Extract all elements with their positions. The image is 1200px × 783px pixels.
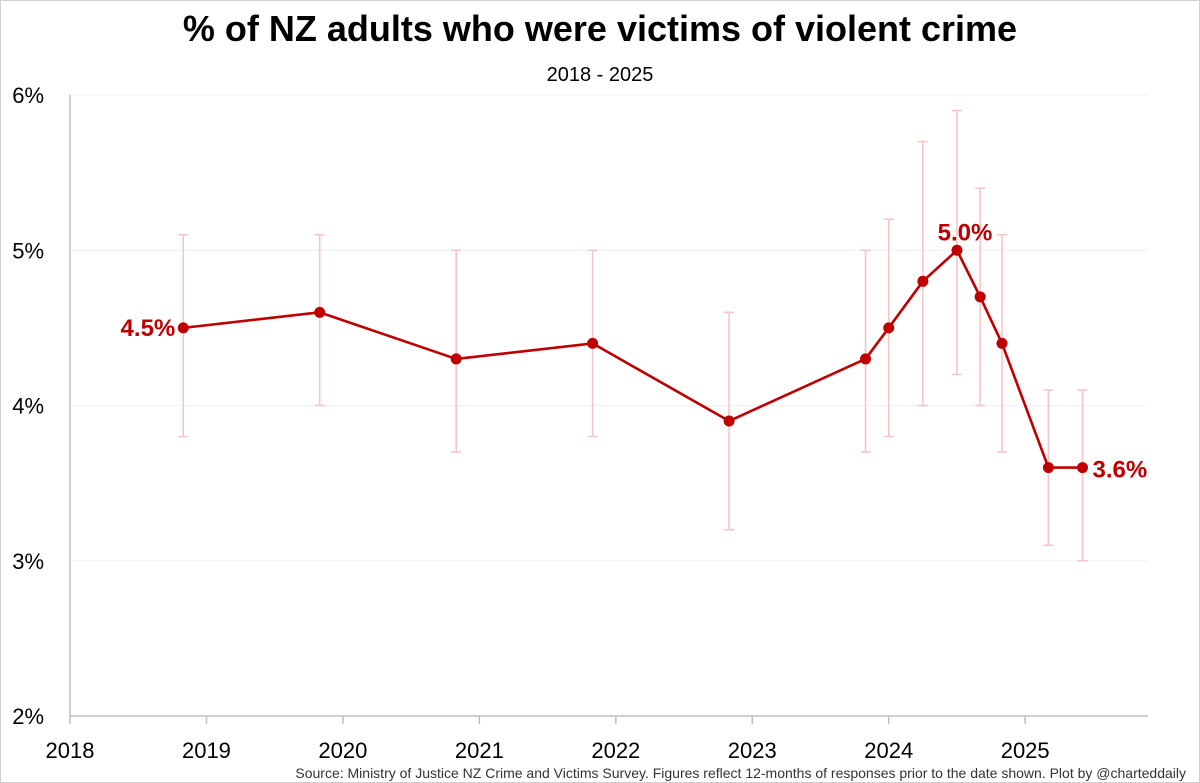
data-point [917,275,929,287]
data-point [314,306,326,318]
error-bars [178,109,1088,562]
data-point [1042,462,1054,474]
y-tick-label: 3% [12,549,44,574]
data-point [723,415,735,427]
chart-subtitle: 2018 - 2025 [546,64,654,86]
data-point [860,353,872,365]
data-label: 5.0% [938,219,993,246]
x-tick-label: 2024 [864,738,913,763]
source-note: Source: Ministry of Justice NZ Crime and… [295,765,1186,781]
x-tick-label: 2021 [455,738,504,763]
series-line [183,248,1083,469]
y-tick-label: 5% [12,238,44,263]
axes: 2% 3% 4% 5% 6% 2018 2019 2020 2021 2022 2023 2024 20… [12,83,1148,763]
data-point [974,291,986,303]
x-tick-label: 2018 [46,738,95,763]
data-point [996,337,1008,349]
data-point [177,322,189,334]
x-tick-label: 2020 [318,738,367,763]
x-tick-label: 2022 [591,738,640,763]
x-tick-label: 2019 [182,738,231,763]
data-label: 4.5% [121,315,176,342]
x-tick-label: 2025 [1001,738,1050,763]
data-point [450,353,462,365]
data-point [883,322,895,334]
data-label: 3.6% [1093,457,1148,484]
data-point [951,244,963,256]
y-tick-label: 2% [12,704,44,729]
y-tick-label: 4% [12,394,44,419]
data-labels: 4.5% 5.0% 3.6% [121,219,1148,483]
chart-title: % of NZ adults who were victims of viole… [182,8,1018,49]
series-polyline [183,248,1083,469]
data-points [177,244,1089,474]
x-tick-label: 2023 [728,738,777,763]
gridlines [70,94,1148,562]
data-point [587,337,599,349]
data-point [1077,462,1089,474]
y-tick-label: 6% [12,83,44,108]
